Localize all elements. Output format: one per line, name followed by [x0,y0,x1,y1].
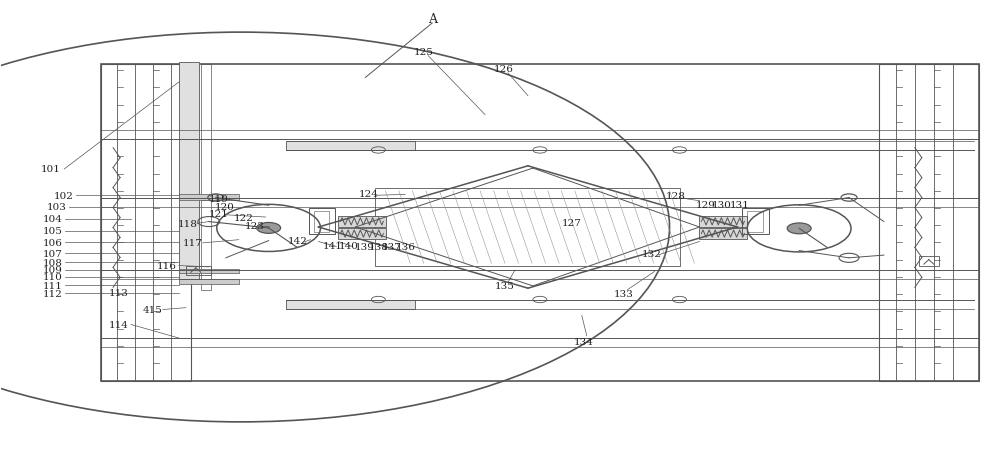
Bar [338,228,386,240]
Text: 128: 128 [666,192,685,200]
Text: 141: 141 [322,241,342,250]
Bar [179,194,239,200]
Text: 111: 111 [43,281,63,290]
Text: 122: 122 [234,214,254,223]
Bar [186,266,211,275]
Text: 142: 142 [288,237,307,246]
Text: 107: 107 [43,249,63,258]
Text: 415: 415 [143,305,163,314]
Text: 119: 119 [209,195,229,204]
Text: A: A [428,13,437,26]
Bar [309,208,335,235]
Text: 138: 138 [368,243,388,252]
Text: 134: 134 [574,337,594,346]
Bar [179,279,239,284]
Text: 137: 137 [381,243,401,252]
Text: 129: 129 [695,200,715,209]
Text: 104: 104 [43,215,63,224]
Text: 108: 108 [43,258,63,267]
Text: 113: 113 [109,288,129,298]
Bar [101,65,979,381]
Text: 136: 136 [395,242,415,251]
Text: 110: 110 [43,273,63,282]
Text: 139: 139 [354,242,374,251]
Text: 105: 105 [43,227,63,236]
Text: 126: 126 [494,65,514,74]
Text: 127: 127 [562,218,582,228]
Text: 118: 118 [178,219,198,228]
Text: 120: 120 [215,202,235,211]
Bar [201,200,211,291]
Text: 135: 135 [495,282,515,291]
Circle shape [787,223,811,234]
Bar [919,257,939,266]
Bar [747,211,763,233]
Text: 130: 130 [711,200,731,209]
Text: 125: 125 [414,47,434,56]
Bar [699,228,747,240]
Text: 140: 140 [338,241,358,250]
Text: 116: 116 [157,262,177,270]
Text: 101: 101 [41,165,61,174]
Bar [879,65,979,381]
Text: 106: 106 [43,238,63,248]
Text: 112: 112 [43,289,63,298]
Text: 117: 117 [183,239,203,248]
Text: 133: 133 [614,289,634,298]
Text: 121: 121 [209,209,229,218]
Bar [286,142,415,151]
Bar [179,62,199,279]
Text: 102: 102 [54,192,74,200]
Bar [201,65,211,200]
Bar [375,189,680,266]
Text: 103: 103 [47,202,67,212]
Bar [742,208,769,235]
Text: 123: 123 [245,221,265,230]
Bar [314,211,329,233]
Text: 124: 124 [358,190,378,198]
Bar [179,269,239,273]
Bar [286,300,415,309]
Text: 131: 131 [729,200,749,209]
Text: 114: 114 [109,320,129,329]
Circle shape [257,223,281,234]
Text: 109: 109 [43,266,63,274]
Bar [101,65,191,381]
Text: 132: 132 [642,249,661,258]
Bar [699,216,747,228]
Bar [338,216,386,228]
